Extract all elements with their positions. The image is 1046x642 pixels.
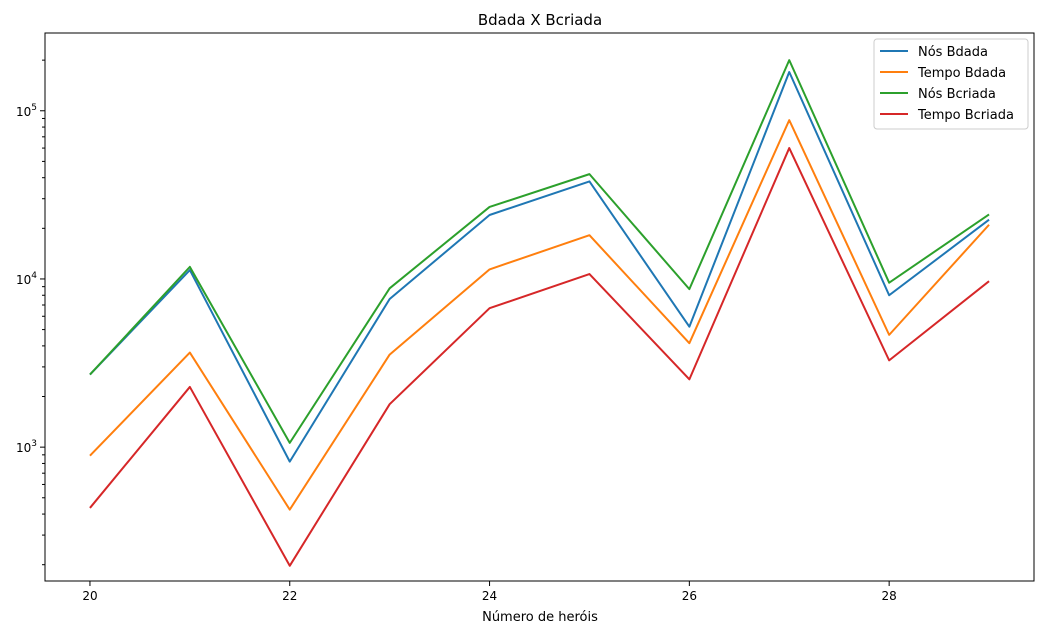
x-tick-label: 26: [682, 589, 697, 603]
x-tick-label: 24: [482, 589, 497, 603]
legend-label: Tempo Bdada: [917, 66, 1006, 81]
legend-label: Nós Bcriada: [918, 87, 996, 102]
plot-frame: [44, 32, 1035, 582]
x-axis-title: Número de heróis: [482, 610, 598, 625]
series-line-1: [89, 119, 990, 511]
series-line-0: [89, 71, 990, 463]
legend-label: Tempo Bcriada: [917, 108, 1014, 123]
series-line-3: [89, 147, 990, 567]
y-tick-label: 104: [16, 271, 37, 287]
legend-label: Nós Bdada: [918, 45, 988, 60]
x-tick-label: 20: [82, 589, 97, 603]
legend: Nós Bdada Tempo Bdada Nós Bcriada Tempo Bcr…: [873, 38, 1029, 130]
y-axis: 103 104 105: [16, 59, 45, 566]
y-tick-label: 105: [16, 103, 37, 119]
legend-box: [873, 38, 1029, 130]
chart-title: Bdada X Bcriada: [478, 11, 602, 29]
y-tick-label: 103: [16, 439, 37, 455]
series-layer: [89, 59, 990, 567]
series-line-2: [89, 59, 990, 444]
x-tick-label: 28: [882, 589, 897, 603]
x-tick-label: 22: [282, 589, 297, 603]
x-axis: 20 22 24 26 28: [82, 581, 897, 603]
